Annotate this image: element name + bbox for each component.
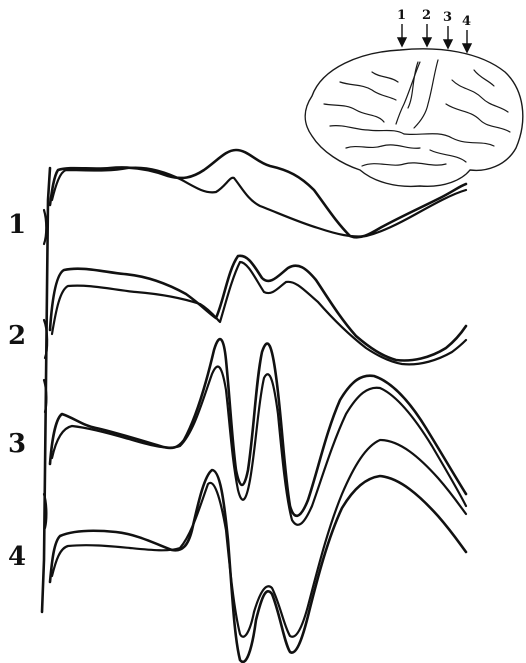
site-arrow-1: [396, 24, 408, 48]
brain-outline: [304, 48, 524, 188]
trace-label-4: 4: [8, 542, 26, 572]
trace-4: [48, 438, 468, 663]
site-label-2: 2: [422, 8, 431, 23]
brain-sulci: [323, 59, 511, 167]
trace-label-3: 3: [8, 429, 26, 459]
site-arrow-4: [461, 30, 473, 54]
site-arrows: [396, 24, 473, 54]
site-arrow-2: [421, 24, 433, 48]
trace-label-2: 2: [8, 321, 26, 351]
trace-1: [48, 148, 468, 239]
trace-2: [48, 254, 468, 366]
site-arrow-3: [442, 26, 454, 50]
site-label-1: 1: [397, 8, 406, 23]
trace-label-1: 1: [8, 210, 26, 240]
stimulus-artifact: [40, 166, 52, 614]
site-label-3: 3: [443, 10, 452, 25]
trace-3: [48, 337, 468, 526]
site-label-4: 4: [462, 14, 471, 29]
brain-inset: 1 2 3 4: [304, 8, 524, 188]
